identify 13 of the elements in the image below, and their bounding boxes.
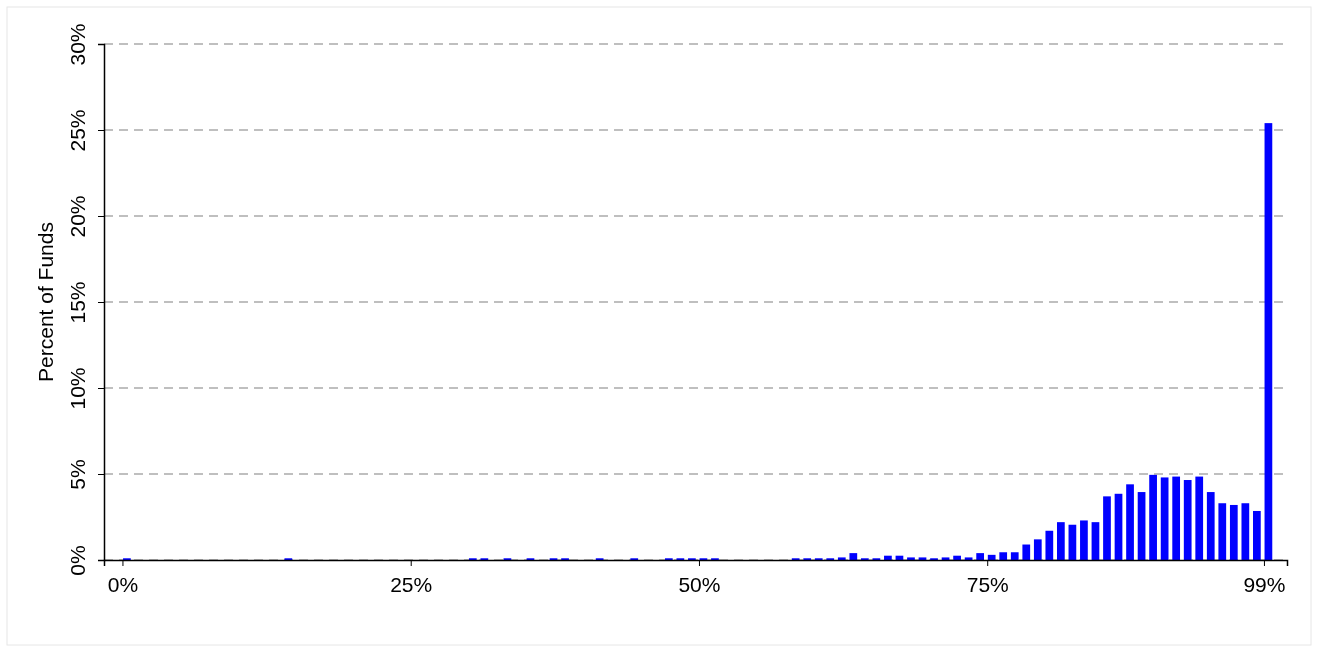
x-tick-label: 0%: [107, 573, 139, 597]
y-tick-label: 20%: [66, 195, 89, 238]
x-tick-label: 99%: [1243, 573, 1286, 597]
x-tick-label: 50%: [678, 573, 721, 597]
y-tick-label: 10%: [66, 367, 89, 410]
y-tick-label: 30%: [66, 23, 89, 66]
y-tick-label: 15%: [66, 281, 89, 324]
x-tick-label: 75%: [966, 573, 1009, 597]
x-tick-label: 25%: [390, 573, 433, 597]
y-tick-label: 25%: [66, 109, 89, 152]
y-tick-label: 0%: [66, 545, 89, 576]
y-axis-title: Percent of Funds: [34, 222, 57, 382]
y-tick-label: 5%: [66, 459, 89, 490]
